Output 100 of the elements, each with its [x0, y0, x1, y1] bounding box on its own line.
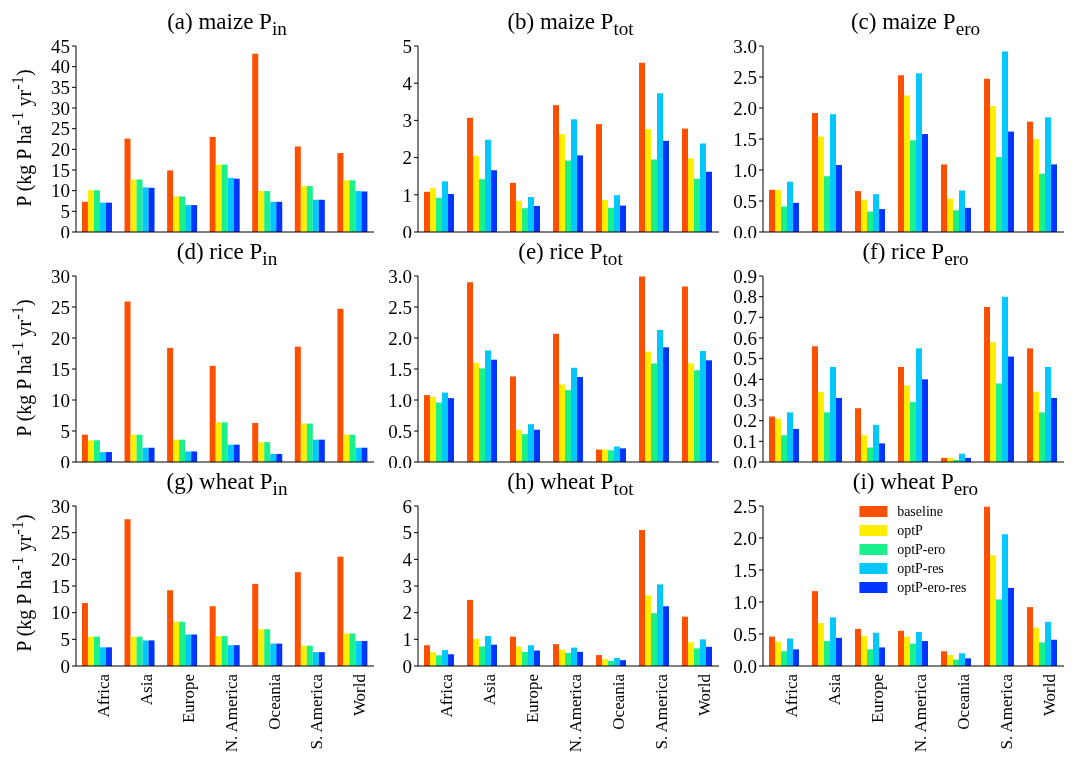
bar: [855, 628, 862, 666]
bar: [1051, 164, 1058, 232]
legend-label: optP-res: [897, 560, 944, 577]
bar: [355, 447, 362, 462]
bar: [706, 171, 713, 232]
bar: [130, 636, 137, 666]
bar: [318, 652, 325, 666]
bar: [467, 599, 474, 666]
bar: [898, 630, 905, 666]
bar: [996, 599, 1003, 666]
y-tick-label: 2.5: [733, 495, 757, 517]
bar: [436, 402, 443, 462]
bar: [448, 654, 455, 666]
bar: [867, 649, 874, 666]
bar: [221, 636, 228, 666]
bar: [264, 442, 271, 462]
bar: [1039, 412, 1046, 462]
bar: [990, 106, 997, 232]
bar: [93, 440, 100, 462]
bar: [614, 446, 621, 462]
bar: [775, 641, 782, 666]
chart-title: (c) maize P$_{ero}$: [850, 9, 981, 39]
bar: [688, 642, 695, 666]
y-tick-label: 0: [60, 451, 70, 473]
bar: [1039, 642, 1046, 666]
y-tick-label: 10: [51, 602, 70, 624]
y-tick-label: 25: [51, 522, 70, 544]
bar: [491, 170, 498, 232]
x-tick-label: Asia: [479, 673, 499, 706]
bar: [836, 397, 843, 462]
bar: [645, 595, 652, 666]
bar: [577, 377, 584, 462]
bar: [620, 205, 627, 232]
y-tick-label: 0.8: [733, 286, 757, 308]
y-tick-label: 5: [402, 522, 412, 544]
bar: [639, 62, 646, 232]
bar: [173, 439, 180, 462]
bar: [215, 422, 222, 462]
bar: [534, 650, 541, 666]
bar: [608, 450, 615, 462]
bar: [300, 186, 307, 232]
bar: [1027, 348, 1034, 462]
y-tick-label: 4: [402, 549, 413, 571]
bar: [355, 640, 362, 666]
y-tick-label: 30: [51, 265, 70, 287]
y-tick-label: 5: [60, 420, 70, 442]
bar: [879, 647, 886, 666]
bar: [191, 205, 198, 232]
y-tick-label: 0.6: [733, 327, 757, 349]
bar: [361, 640, 368, 666]
y-tick-label: 0.5: [733, 348, 757, 370]
x-tick-label: Africa: [781, 673, 801, 718]
bar: [990, 342, 997, 462]
bar: [700, 351, 707, 462]
bar: [941, 164, 948, 232]
bar: [904, 95, 911, 232]
bar: [179, 196, 186, 232]
y-tick-label: 10: [51, 389, 70, 411]
bar: [343, 180, 350, 232]
bar: [861, 435, 868, 462]
y-tick-label: 2: [402, 602, 412, 624]
x-tick-label: Oceania: [264, 673, 284, 730]
bar: [916, 632, 923, 666]
bar: [124, 301, 131, 462]
bar: [337, 308, 344, 462]
bar: [99, 452, 106, 462]
bar: [81, 603, 88, 666]
y-tick-label: 0.9: [733, 265, 757, 287]
bar: [688, 363, 695, 462]
bar: [565, 652, 572, 666]
bar: [343, 633, 350, 666]
bar: [485, 635, 492, 666]
y-tick-label: 0.4: [733, 369, 758, 391]
bar: [596, 655, 603, 666]
bar: [855, 408, 862, 462]
x-tick-label: Africa: [436, 673, 456, 718]
y-tick-label: 2.0: [733, 527, 757, 549]
bar: [528, 645, 535, 666]
bar: [996, 383, 1003, 462]
bar: [179, 439, 186, 462]
bar: [349, 633, 356, 666]
bar: [787, 181, 794, 232]
bar: [99, 647, 106, 666]
bar: [300, 645, 307, 666]
bar: [136, 179, 143, 232]
y-tick-label: 0: [402, 655, 412, 677]
bar: [473, 362, 480, 462]
bar: [167, 347, 174, 462]
y-tick-label: 35: [51, 77, 70, 99]
y-tick-label: 0: [60, 655, 70, 677]
bar: [294, 346, 301, 462]
y-tick-label: 15: [51, 575, 70, 597]
bar: [984, 78, 991, 232]
bar: [694, 178, 701, 232]
y-tick-label: 25: [51, 118, 70, 140]
bar: [651, 613, 658, 666]
bar: [904, 636, 911, 666]
bar: [1002, 296, 1009, 462]
y-tick-label: 1.5: [733, 128, 757, 150]
bar: [941, 651, 948, 666]
